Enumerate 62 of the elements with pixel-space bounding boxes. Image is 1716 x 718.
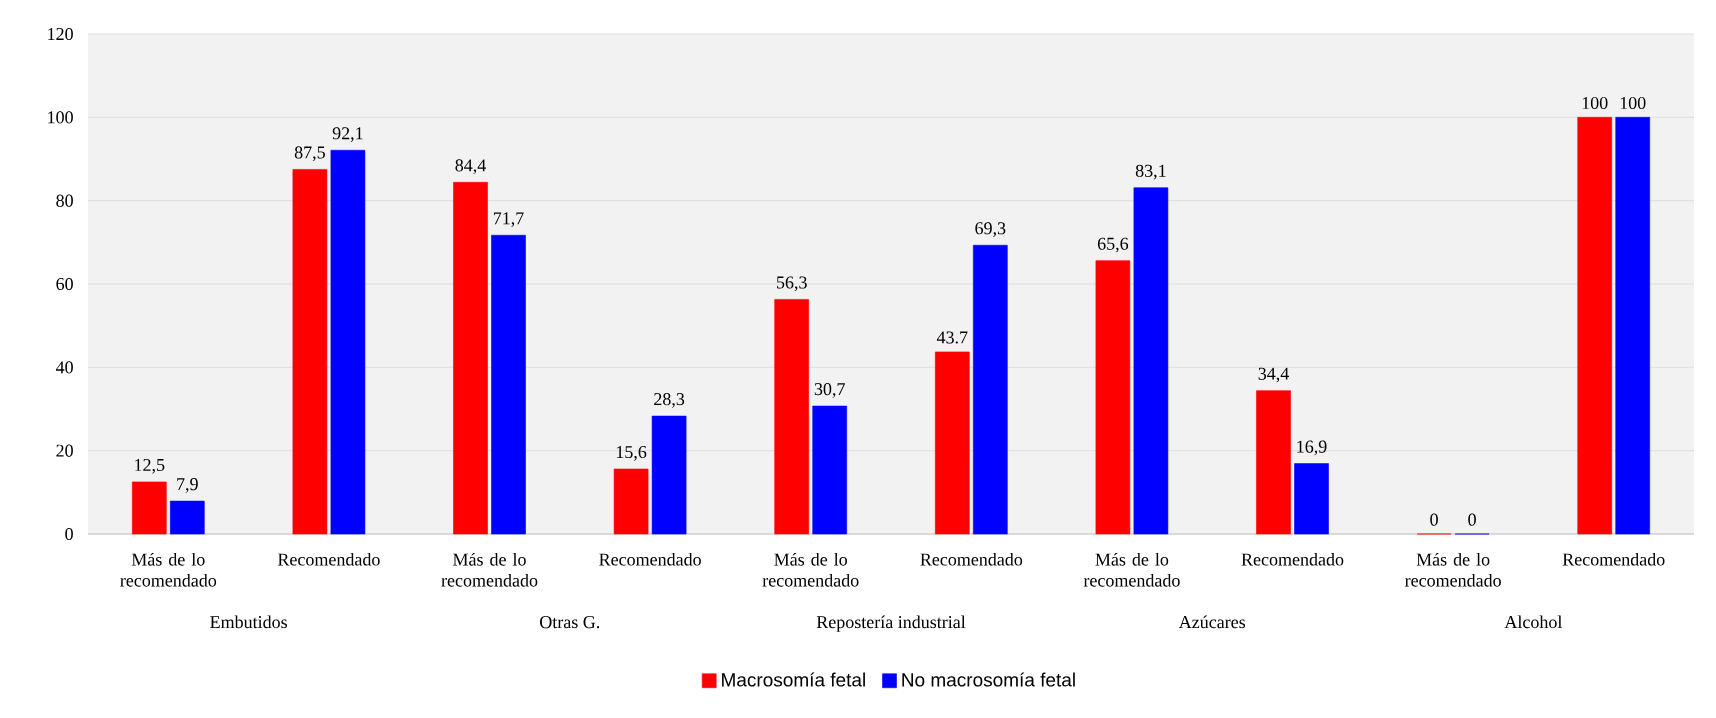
y-tick-label: 40 — [55, 361, 73, 374]
y-tick-label: 60 — [56, 277, 73, 291]
x-tick-label: Más de lo recomendado — [762, 552, 859, 587]
x-tick-label: Recomendado — [599, 552, 701, 566]
data-label: 69,3 — [975, 222, 1006, 237]
data-label: 71,7 — [493, 212, 524, 227]
data-label: 100 — [1620, 96, 1646, 110]
data-label: 65,6 — [1097, 237, 1129, 253]
data-label: 15,6 — [616, 446, 647, 461]
data-label: 92,1 — [332, 127, 363, 142]
data-label: 87,5 — [294, 146, 325, 162]
text: Alcohol — [1504, 615, 1563, 629]
bar — [453, 182, 488, 535]
legend-label: Macrosomía fetal — [722, 672, 865, 687]
y-tick-label: 120 — [48, 27, 73, 41]
data-label: 0 — [1468, 513, 1476, 526]
bar — [935, 351, 970, 535]
text: Repostería industrial — [816, 615, 966, 632]
data-label: 16,9 — [1297, 440, 1327, 456]
data-label: 56,3 — [776, 276, 807, 292]
x-tick-label: Recomendado — [277, 552, 380, 566]
legend-label: No macrosomía fetal — [902, 672, 1075, 687]
bar — [491, 234, 526, 535]
data-label: 30,7 — [814, 383, 845, 398]
bar — [812, 405, 848, 535]
bar — [1095, 260, 1131, 535]
y-tick-label: 100 — [48, 111, 73, 124]
y-tick-label: 20 — [56, 444, 73, 457]
bar — [613, 468, 649, 535]
y-tick-label: 0 — [65, 527, 73, 541]
bar — [292, 169, 328, 535]
x-tick-label: Más de lo recomendado — [1404, 552, 1501, 587]
data-label: 100 — [1582, 96, 1608, 110]
data-label: 0 — [1430, 513, 1438, 526]
x-tick-label: Recomendado — [1241, 552, 1344, 566]
bar — [132, 481, 167, 535]
x-tick-label: Más de lo recomendado — [120, 552, 217, 587]
x-tick-label: Más de lo recomendado — [1083, 552, 1180, 587]
data-label: 28,3 — [654, 393, 685, 408]
bar — [651, 415, 687, 535]
x-tick-label: Más de lo recomendado — [441, 552, 538, 587]
bar — [1577, 117, 1613, 535]
bar — [774, 299, 810, 535]
bar — [1133, 187, 1169, 535]
data-label: 12,5 — [135, 458, 165, 474]
y-tick-label: 80 — [56, 194, 73, 207]
bar — [1294, 463, 1329, 535]
text: Otras G. — [540, 616, 600, 629]
text: Azúcares — [1178, 615, 1246, 629]
data-label: 83,1 — [1135, 164, 1166, 180]
bar — [1615, 117, 1651, 535]
bar — [170, 500, 205, 535]
data-label: 43.7 — [936, 331, 968, 344]
x-tick-label: Recomendado — [920, 552, 1023, 566]
bar — [973, 244, 1008, 535]
bar — [1256, 390, 1291, 535]
data-label: 84,4 — [455, 159, 486, 175]
text: Embutidos — [210, 615, 287, 629]
data-label: 34,4 — [1258, 367, 1289, 383]
data-label: 7,9 — [177, 478, 198, 493]
bar — [330, 149, 366, 535]
x-tick-label: Recomendado — [1562, 552, 1665, 566]
